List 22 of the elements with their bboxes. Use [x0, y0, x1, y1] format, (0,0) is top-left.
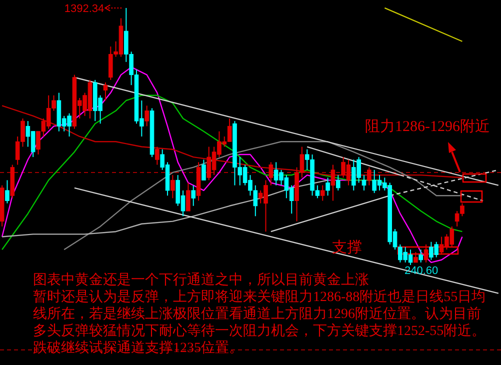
candlestick: [362, 174, 366, 191]
annotation: 240.60: [404, 265, 438, 278]
candlestick: [418, 249, 424, 263]
candlestick: [268, 162, 274, 186]
candlestick: [186, 182, 190, 212]
annotation: 支撑: [332, 239, 362, 256]
candlestick: [424, 244, 428, 263]
candlestick: [336, 174, 340, 191]
candlestick: [330, 164, 336, 202]
candlestick: [5, 180, 10, 204]
candlestick: [414, 252, 418, 263]
candlestick: [144, 105, 149, 127]
candlestick: [202, 159, 206, 181]
candlestick: [170, 174, 175, 199]
candlestick: [320, 184, 325, 202]
annotation: 1392.34: [64, 2, 104, 15]
candlestick: [103, 82, 108, 102]
annotation: 阻力1286-1296附近: [365, 118, 490, 135]
candlestick: [155, 146, 160, 166]
candlestick: [191, 184, 196, 206]
candlestick: [367, 166, 372, 186]
candlestick: [326, 177, 330, 196]
